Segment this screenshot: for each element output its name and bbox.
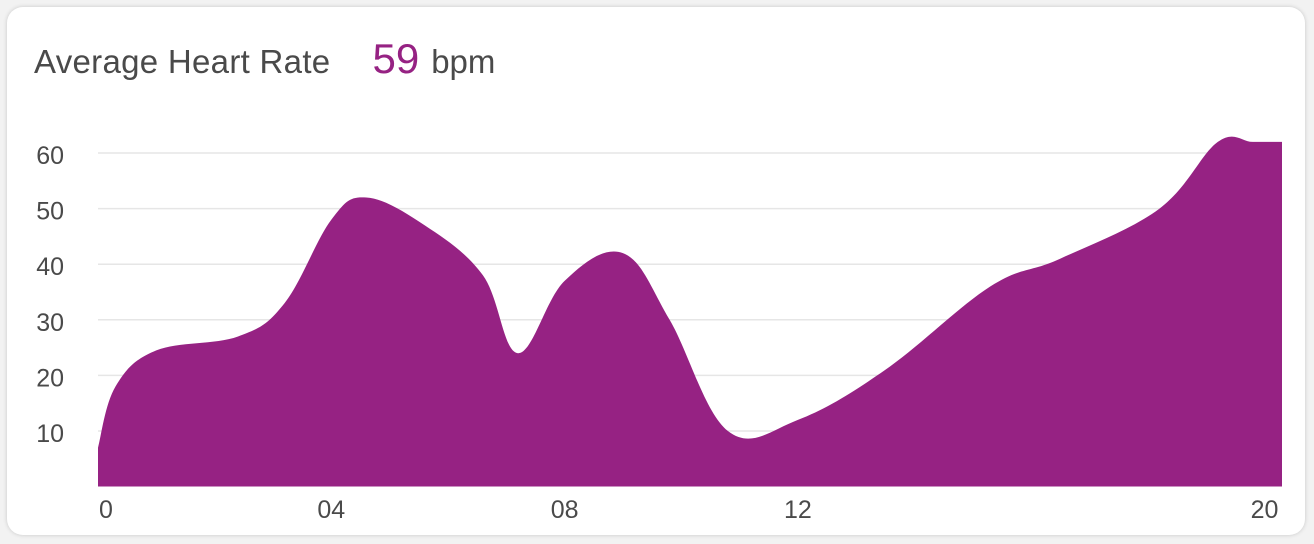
- heart-rate-card: Average Heart Rate 59 bpm 10 20 30 40 50 60 0 0…: [7, 7, 1305, 535]
- area-series: [98, 136, 1282, 487]
- average-value: 59: [372, 35, 420, 82]
- y-tick-label-40: 40: [36, 253, 64, 281]
- heart-rate-area-chart: 10 20 30 40 50 60 0 04 08 12 20: [36, 136, 1282, 524]
- y-tick-label-10: 10: [36, 420, 64, 448]
- y-tick-label-30: 30: [36, 309, 64, 337]
- axes: 10 20 30 40 50 60 0 04 08 12 20: [36, 142, 1282, 524]
- x-tick-label-0: 0: [99, 496, 113, 524]
- x-tick-label-20: 20: [1251, 496, 1279, 524]
- area-fill: [98, 136, 1282, 487]
- y-tick-label-60: 60: [36, 142, 64, 170]
- x-tick-label-04: 04: [317, 496, 345, 524]
- value-unit: bpm: [431, 43, 496, 80]
- x-tick-label-12: 12: [784, 496, 812, 524]
- x-tick-label-08: 08: [551, 496, 579, 524]
- y-tick-label-20: 20: [36, 364, 64, 392]
- card-header: Average Heart Rate 59 bpm: [34, 35, 495, 85]
- card-title: Average Heart Rate: [34, 43, 331, 80]
- y-tick-label-50: 50: [36, 198, 64, 226]
